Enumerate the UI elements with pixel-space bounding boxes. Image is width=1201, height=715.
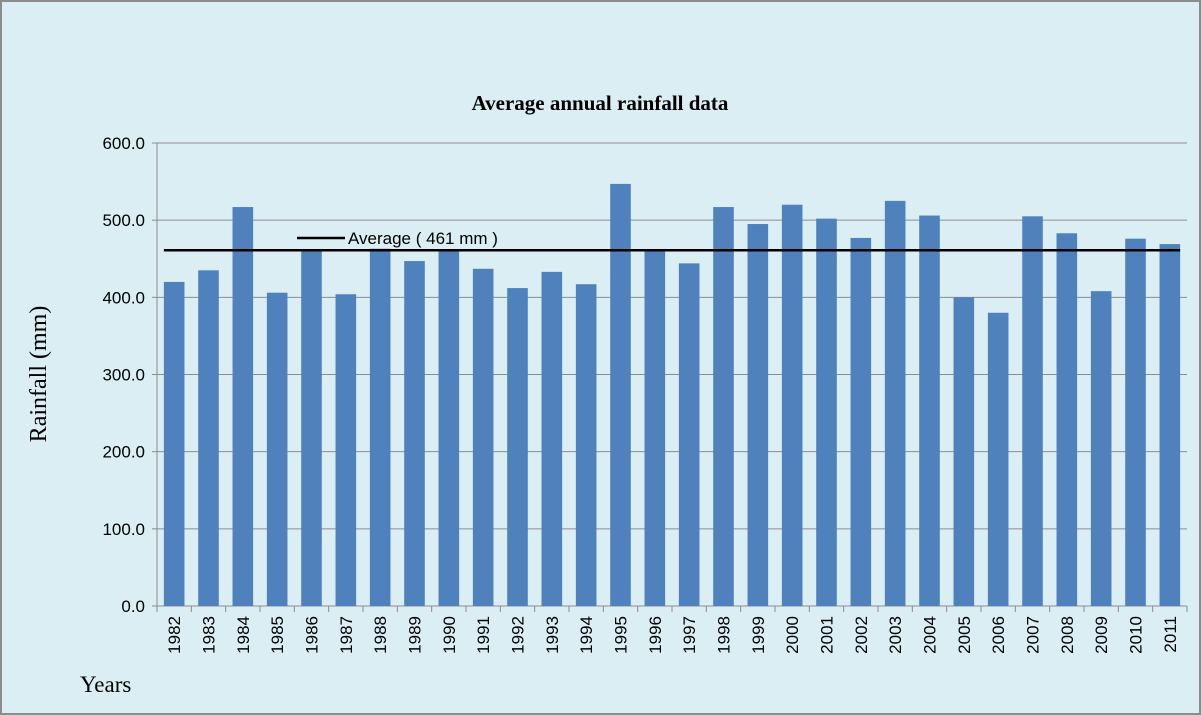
bar: [1090, 291, 1112, 606]
bar: [472, 268, 494, 606]
x-tick-label: 2001: [818, 616, 837, 654]
bar: [163, 281, 185, 606]
x-tick-label: 1998: [715, 616, 734, 654]
bar: [987, 312, 1009, 606]
x-tick-label: 2002: [852, 616, 871, 654]
x-tick-label: 1992: [509, 616, 528, 654]
x-tick-label: 1991: [474, 616, 493, 654]
y-tick-label: 300.0: [102, 366, 145, 385]
x-tick-label: 1996: [646, 616, 665, 654]
y-axis-title: Rainfall (mm): [26, 306, 52, 443]
x-axis-title: Years: [80, 672, 131, 697]
x-tick-label: 1985: [268, 616, 287, 654]
x-tick-label: 1983: [200, 616, 219, 654]
bar: [369, 248, 391, 607]
bar: [1056, 233, 1078, 606]
bar: [404, 261, 425, 606]
y-tick-label: 600.0: [102, 134, 145, 153]
x-tick-label: 1986: [303, 616, 322, 654]
bar: [266, 292, 288, 606]
bar: [713, 207, 734, 606]
average-label: Average ( 461 mm ): [348, 229, 498, 248]
bar: [953, 297, 975, 606]
x-tick-label: 2008: [1058, 616, 1077, 654]
y-tick-label: 0.0: [121, 597, 145, 616]
bar: [644, 249, 666, 607]
x-tick-label: 1993: [543, 616, 562, 654]
bar: [610, 183, 631, 607]
bar: [335, 294, 357, 606]
bar: [575, 284, 597, 606]
x-tick-label: 1999: [749, 616, 768, 654]
bar: [301, 249, 322, 607]
x-tick-label: 1990: [440, 616, 459, 654]
x-tick-label: 1997: [680, 616, 699, 654]
x-tick-label: 2003: [886, 616, 905, 654]
x-tick-label: 2004: [921, 616, 940, 654]
x-tick-label: 2009: [1092, 616, 1111, 654]
bar: [816, 218, 837, 606]
bar: [232, 207, 254, 606]
bar: [919, 215, 940, 606]
bar: [781, 204, 803, 606]
bar: [1022, 216, 1043, 606]
bar: [678, 263, 700, 606]
x-tick-label: 1982: [165, 616, 184, 654]
x-tick-label: 2000: [783, 616, 802, 654]
x-tick-label: 1988: [371, 616, 390, 654]
y-tick-label: 500.0: [102, 211, 145, 230]
x-tick-label: 2005: [955, 616, 974, 654]
bar: [1159, 244, 1181, 607]
bar: [198, 270, 219, 606]
x-tick-label: 2011: [1161, 616, 1180, 653]
y-tick-label: 100.0: [102, 520, 145, 539]
bar: [747, 224, 769, 606]
x-tick-label: 2006: [989, 616, 1008, 654]
y-tick-label: 400.0: [102, 288, 145, 307]
bar: [884, 200, 906, 606]
x-tick-label: 1989: [406, 616, 425, 654]
x-tick-label: 1994: [577, 616, 596, 654]
x-tick-label: 1987: [337, 616, 356, 654]
bar: [507, 288, 528, 606]
chart-title: Average annual rainfall data: [472, 91, 729, 115]
x-tick-label: 1995: [612, 616, 631, 654]
x-tick-label: 1984: [234, 616, 253, 654]
bar: [1125, 238, 1146, 607]
bar: [850, 237, 872, 607]
x-tick-label: 2010: [1127, 616, 1146, 654]
bar: [438, 249, 460, 607]
x-tick-label: 2007: [1024, 616, 1043, 654]
y-tick-label: 200.0: [102, 443, 145, 462]
bar: [541, 271, 563, 606]
